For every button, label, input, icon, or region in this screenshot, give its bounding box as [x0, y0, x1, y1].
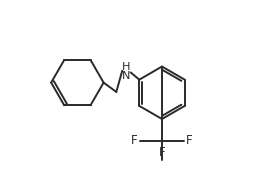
Text: F: F — [159, 146, 165, 159]
Text: H
N: H N — [122, 62, 131, 81]
Text: F: F — [186, 135, 193, 148]
Text: F: F — [131, 135, 138, 148]
